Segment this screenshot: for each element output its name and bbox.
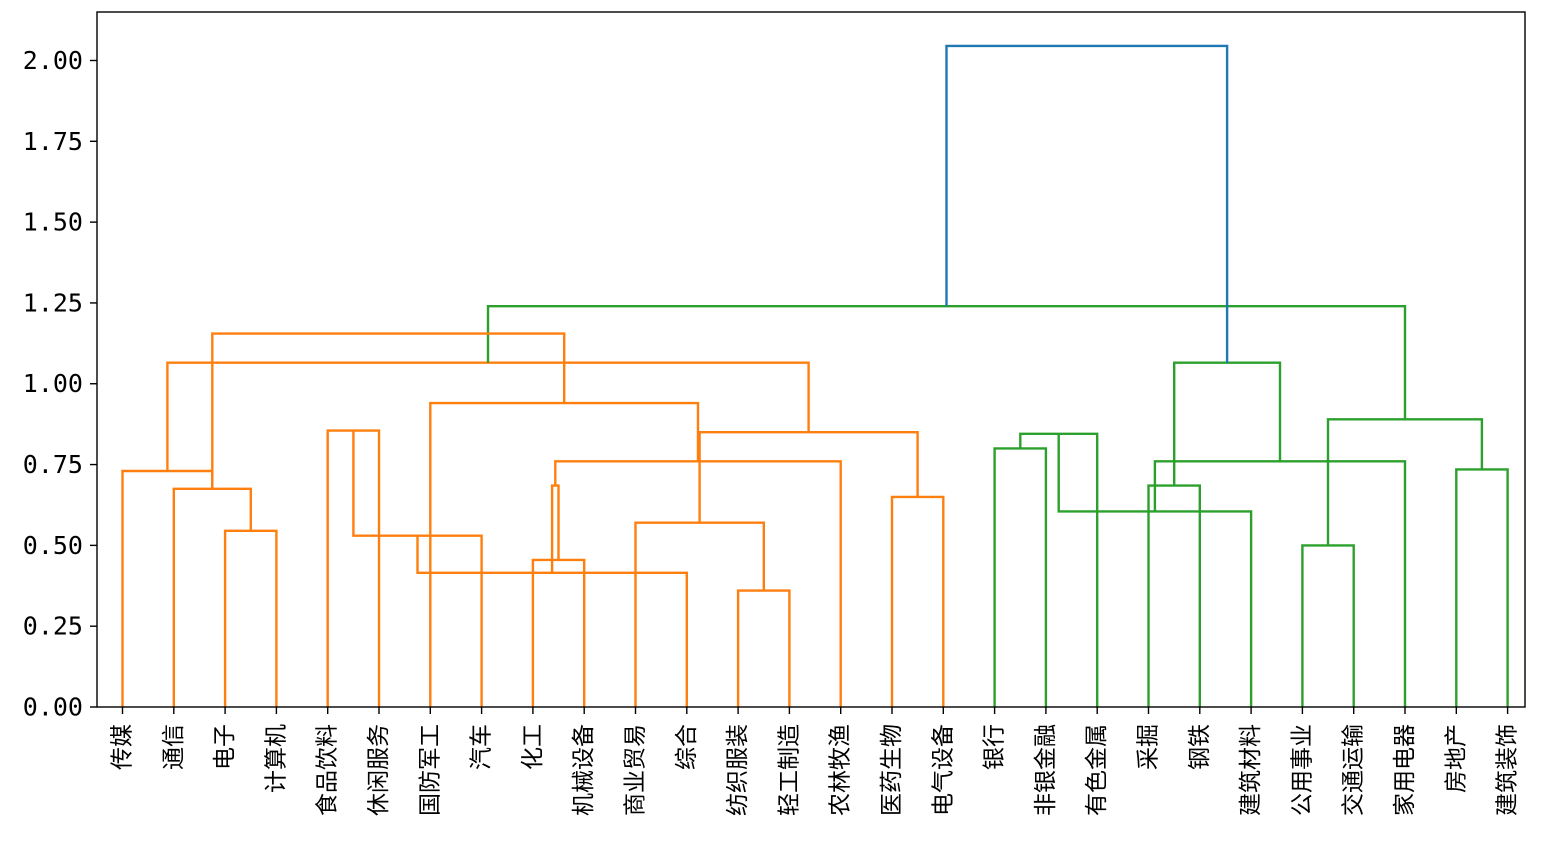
- dendrogram-link-20: [1455, 468, 1509, 707]
- leaf-label-1: 通信: [161, 724, 187, 770]
- leaf-label-2: 电子: [212, 724, 238, 770]
- dendrogram-link-2: [121, 469, 214, 707]
- dendrogram-link-10: [890, 495, 945, 707]
- dendrogram-link-23: [1172, 361, 1282, 486]
- leaf-label-24: 交通运输: [1341, 724, 1367, 816]
- leaf-label-18: 非银金融: [1033, 724, 1059, 816]
- leaf-label-14: 农林牧渔: [828, 724, 854, 816]
- dendrogram-link-11: [554, 460, 842, 707]
- y-tick-label-7: 1.75: [23, 127, 83, 156]
- dendrogram-link-26: [945, 44, 1229, 363]
- leaf-label-13: 轻工制造: [776, 724, 802, 816]
- leaf-label-3: 计算机: [263, 724, 289, 793]
- y-tick-label-4: 1.00: [23, 369, 83, 398]
- x-axis: 传媒 通信 电子 计算机 食品饮料 休闲服务 国防军工 汽车 化工 机械设备 商业贸易 综合 纺织服装轻…: [110, 707, 1521, 816]
- y-tick-label-2: 0.50: [23, 531, 83, 560]
- leaf-label-26: 房地产: [1443, 724, 1469, 793]
- leaf-label-6: 国防军工: [417, 724, 443, 816]
- y-tick-label-6: 1.50: [23, 208, 83, 237]
- y-axis: 0.00 0.25 0.50 0.75 1.00 1.25 1.50 1.75 2.00: [23, 46, 97, 722]
- dendrogram-link-6: [736, 589, 791, 707]
- leaf-label-17: 银行: [982, 724, 1008, 770]
- leaf-label-15: 医药生物: [879, 724, 905, 816]
- leaf-label-12: 纺织服装: [725, 724, 751, 816]
- dendrogram-link-25: [211, 332, 566, 489]
- leaf-label-11: 综合: [674, 724, 700, 770]
- leaf-label-0: 传媒: [110, 724, 136, 770]
- leaf-label-21: 钢铁: [1187, 724, 1213, 770]
- dendrogram-links: [121, 44, 1509, 707]
- leaf-label-5: 休闲服务: [366, 724, 392, 816]
- leaf-label-7: 汽车: [469, 724, 495, 770]
- dendrogram-link-13: [429, 401, 700, 707]
- dendrogram-link-1: [172, 487, 253, 707]
- dendrogram-link-0: [223, 529, 278, 707]
- y-tick-label-1: 0.25: [23, 612, 83, 641]
- leaf-label-4: 食品饮料: [315, 724, 341, 816]
- leaf-label-9: 机械设备: [571, 724, 597, 816]
- dendrogram-link-12: [698, 431, 919, 523]
- y-tick-label-0: 0.00: [23, 693, 83, 722]
- y-tick-label-8: 2.00: [23, 46, 83, 75]
- leaf-label-19: 有色金属: [1084, 724, 1110, 816]
- plot-frame: [96, 11, 1526, 708]
- leaf-label-25: 家用电器: [1392, 724, 1418, 816]
- leaf-label-20: 采掘: [1136, 724, 1162, 770]
- dendrogram-link-8: [634, 521, 765, 707]
- y-tick-label-3: 0.75: [23, 450, 83, 479]
- dendrogram-link-18: [1301, 544, 1355, 707]
- dendrogram-link-14: [166, 361, 810, 471]
- leaf-label-22: 建筑材料: [1238, 724, 1264, 816]
- dendrogram-link-4: [531, 558, 586, 707]
- y-tick-label-5: 1.25: [23, 288, 83, 317]
- leaf-label-8: 化工: [520, 724, 546, 770]
- leaf-label-23: 公用事业: [1289, 724, 1315, 816]
- leaf-label-10: 商业贸易: [623, 724, 649, 816]
- leaf-label-27: 建筑装饰: [1495, 724, 1521, 816]
- dendrogram-link-21: [1153, 460, 1407, 707]
- leaf-label-16: 电气设备: [930, 724, 956, 816]
- dendrogram-link-15: [993, 447, 1048, 707]
- dendrogram-link-16: [1147, 484, 1202, 707]
